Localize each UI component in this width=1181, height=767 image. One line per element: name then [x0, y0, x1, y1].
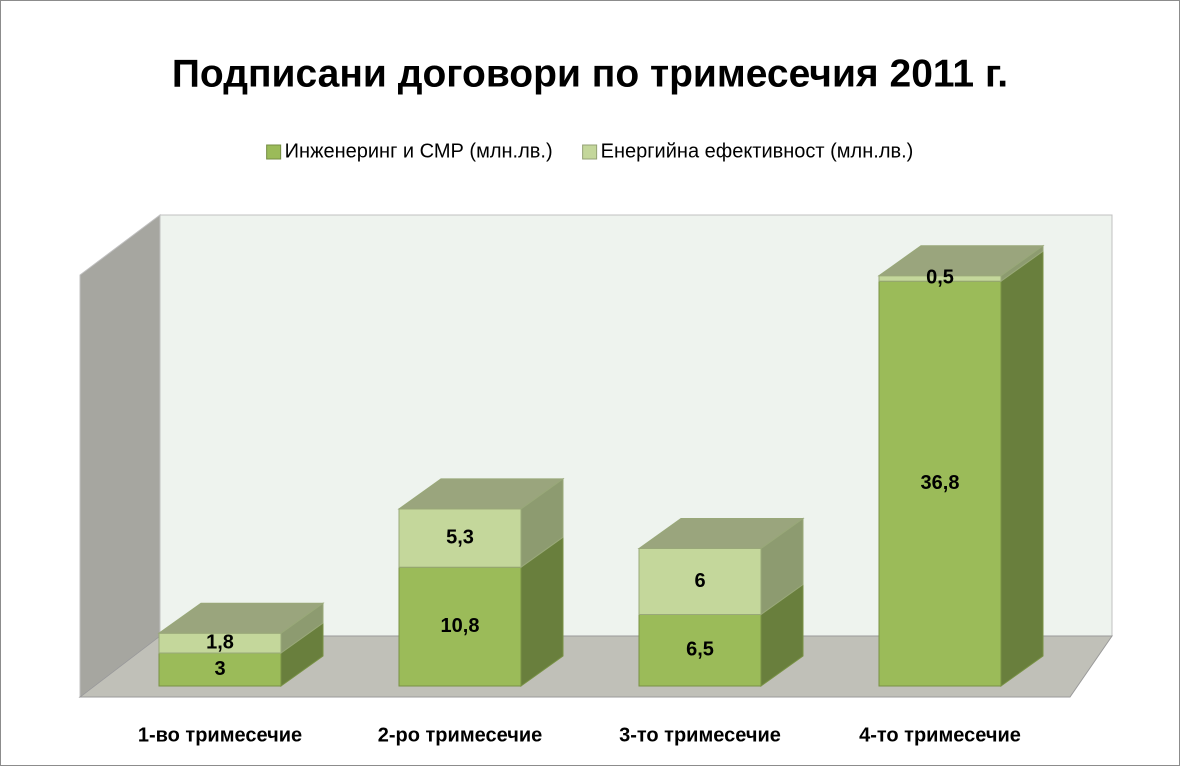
- floor: [78, 635, 1113, 698]
- bar-front: [878, 280, 1002, 687]
- bar-front: [398, 508, 522, 568]
- bar-front: [638, 614, 762, 687]
- x-tick-label: 2-ро тримесечие: [378, 724, 543, 746]
- bar-segment: [157, 602, 325, 654]
- legend-item: Енергийна ефективност (млн.лв.): [582, 140, 914, 162]
- bar-front: [638, 548, 762, 615]
- value-label: 1,8: [206, 631, 234, 653]
- bar-top: [877, 245, 1045, 277]
- bar-segment: [877, 244, 1045, 283]
- legend-label: Инженеринг и СМР (млн.лв.): [285, 140, 553, 162]
- value-label: 6,5: [686, 639, 714, 661]
- bar-top: [637, 518, 805, 549]
- bar-top: [397, 478, 565, 510]
- value-label: 5,3: [446, 526, 474, 548]
- value-label: 36,8: [921, 472, 960, 494]
- chart-title: Подписани договори по тримесечия 2011 г.: [172, 52, 1008, 95]
- bar-segment: [878, 250, 1044, 687]
- x-tick-label: 4-то тримесечие: [859, 724, 1021, 746]
- side-wall: [79, 214, 161, 699]
- value-label: 3: [214, 658, 225, 680]
- plot: 3 1,8 1-во тримесечие 10,8 5,3 2-ро тримесечи…: [138, 244, 1045, 746]
- legend-swatch: [266, 144, 282, 160]
- bar-segment: [637, 517, 805, 616]
- value-label: 10,8: [441, 615, 480, 637]
- legend-swatch: [582, 144, 598, 160]
- bar-front: [398, 566, 522, 687]
- value-label: 6: [694, 570, 705, 592]
- bar-segment: [638, 583, 804, 687]
- bar-front: [158, 652, 282, 687]
- bar-segment: [158, 622, 324, 687]
- value-label: 0,5: [926, 267, 954, 289]
- x-tick-label: 3-то тримесечие: [619, 724, 781, 746]
- legend-label: Енергийна ефективност (млн.лв.): [601, 140, 914, 162]
- x-tick-label: 1-во тримесечие: [138, 724, 302, 746]
- bar-side: [1000, 250, 1044, 687]
- bar-segment: [397, 477, 565, 569]
- bar-top: [157, 602, 325, 634]
- legend: Инженеринг и СМР (млн.лв.) Енергийна ефек…: [266, 140, 914, 162]
- legend-item: Инженеринг и СМР (млн.лв.): [266, 140, 553, 162]
